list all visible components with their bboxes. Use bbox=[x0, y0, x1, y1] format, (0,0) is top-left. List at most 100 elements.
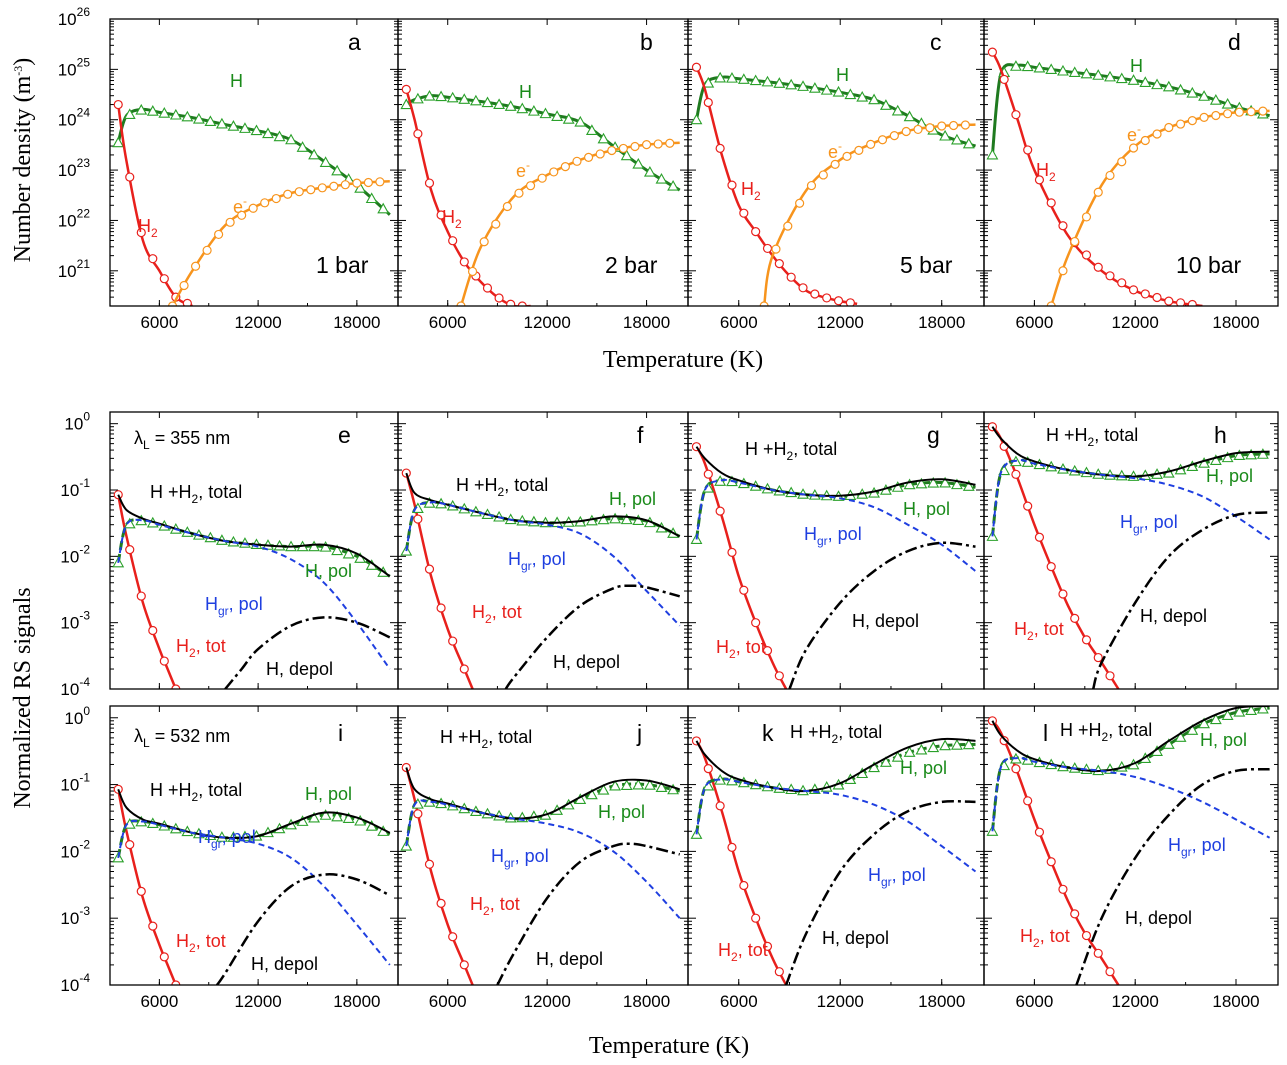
marker-point bbox=[1070, 613, 1080, 623]
series-line-hgr-pol bbox=[405, 799, 681, 919]
marker-point bbox=[822, 293, 832, 303]
marker-point bbox=[215, 117, 228, 129]
y-tick-label: 1023 bbox=[58, 156, 91, 180]
marker-point bbox=[248, 203, 258, 213]
marker-point bbox=[632, 514, 645, 526]
label-electron: e- bbox=[828, 139, 842, 162]
marker-point bbox=[999, 74, 1009, 85]
marker-point bbox=[1105, 271, 1115, 281]
x-tick-label: 6000 bbox=[720, 313, 758, 332]
label-h-depol: H, depol bbox=[536, 949, 603, 969]
series-group bbox=[400, 468, 681, 689]
marker-point bbox=[643, 165, 656, 177]
marker-point bbox=[737, 73, 750, 84]
marker-point bbox=[283, 189, 293, 199]
marker-point bbox=[181, 110, 194, 122]
label-h-pol: H, pol bbox=[609, 489, 656, 509]
series-line-hgr-pol bbox=[695, 778, 977, 873]
series-group bbox=[112, 490, 391, 689]
marker-point bbox=[844, 88, 857, 100]
marker-point bbox=[167, 301, 178, 306]
marker-point bbox=[458, 93, 471, 104]
panel-letter: e bbox=[338, 422, 351, 448]
marker-point bbox=[1068, 66, 1081, 78]
marker-point bbox=[1162, 738, 1175, 749]
marker-point bbox=[1152, 292, 1162, 303]
marker-point bbox=[204, 115, 217, 127]
marker-point bbox=[820, 83, 833, 95]
marker-point bbox=[574, 115, 587, 127]
marker-point bbox=[759, 301, 769, 306]
marker-point bbox=[939, 476, 952, 488]
marker-point bbox=[562, 113, 575, 124]
marker-point bbox=[424, 859, 435, 869]
marker-point bbox=[1209, 713, 1222, 725]
marker-point bbox=[1021, 60, 1034, 72]
marker-point bbox=[927, 741, 940, 753]
marker-point bbox=[1034, 827, 1045, 837]
marker-point bbox=[1198, 717, 1211, 729]
panel-frame bbox=[983, 18, 1279, 307]
marker-point bbox=[1199, 112, 1209, 122]
x-tick-label: 6000 bbox=[140, 313, 178, 332]
marker-point bbox=[774, 671, 784, 681]
marker-point bbox=[1128, 285, 1139, 295]
laser-wavelength-label: λL = 355 nm bbox=[134, 428, 230, 452]
series-line-e- bbox=[171, 180, 390, 306]
panel-letter: c bbox=[930, 29, 942, 55]
series-line-h2-tot bbox=[695, 740, 788, 985]
marker-point bbox=[597, 513, 610, 525]
x-tick-label: 12000 bbox=[234, 992, 281, 1011]
panel-e: 10-4 10-3 10-2 10-1 100 H +H2, total H, pol Hgr… bbox=[60, 410, 399, 699]
marker-point bbox=[1011, 764, 1021, 774]
marker-point bbox=[1256, 706, 1269, 714]
series-group bbox=[986, 47, 1270, 306]
marker-point bbox=[237, 210, 247, 220]
marker-point bbox=[690, 113, 703, 125]
pressure-label: 5 bar bbox=[900, 252, 953, 278]
series-line-h2-tot bbox=[116, 494, 177, 689]
marker-point bbox=[467, 266, 478, 277]
marker-point bbox=[808, 82, 821, 93]
marker-point bbox=[136, 591, 146, 601]
marker-point bbox=[667, 179, 680, 191]
marker-point bbox=[202, 245, 212, 255]
panel-h: H +H2, total H, pol Hgr, pol H2, tot H, depo… bbox=[983, 411, 1279, 690]
marker-point bbox=[448, 236, 458, 246]
marker-point bbox=[539, 107, 552, 119]
marker-point bbox=[225, 217, 235, 227]
label-total: H +H2, total bbox=[790, 722, 882, 746]
panel-d: 6000 12000 18000 H H2 e-d 10 bar bbox=[983, 18, 1279, 332]
y-tick-label: 10-4 bbox=[60, 675, 90, 699]
x-tick-label: 12000 bbox=[817, 992, 864, 1011]
marker-point bbox=[113, 99, 123, 110]
marker-point bbox=[951, 478, 963, 490]
series-group bbox=[986, 706, 1271, 985]
marker-point bbox=[479, 237, 489, 247]
marker-point bbox=[1093, 948, 1103, 958]
marker-point bbox=[1058, 884, 1068, 894]
marker-point bbox=[1023, 796, 1033, 806]
marker-point bbox=[1128, 143, 1139, 153]
marker-point bbox=[891, 481, 904, 492]
panel-letter: g bbox=[927, 422, 940, 448]
marker-point bbox=[227, 120, 240, 131]
marker-point bbox=[1140, 135, 1150, 146]
marker-point bbox=[146, 105, 159, 116]
marker-point bbox=[1234, 107, 1244, 117]
marker-point bbox=[317, 183, 327, 193]
marker-point bbox=[609, 512, 622, 524]
x-tick-label: 6000 bbox=[429, 313, 467, 332]
label-electron: e- bbox=[516, 158, 530, 181]
marker-point bbox=[806, 180, 817, 191]
marker-point bbox=[810, 289, 820, 299]
marker-point bbox=[832, 85, 845, 97]
marker-point bbox=[459, 664, 469, 674]
marker-point bbox=[1023, 145, 1033, 155]
marker-point bbox=[424, 178, 435, 188]
marker-point bbox=[572, 156, 582, 166]
marker-point bbox=[987, 47, 998, 57]
label-h2-tot: H2, tot bbox=[1020, 926, 1070, 950]
label-hgr-pol: Hgr, pol bbox=[508, 549, 566, 573]
marker-point bbox=[331, 810, 344, 822]
